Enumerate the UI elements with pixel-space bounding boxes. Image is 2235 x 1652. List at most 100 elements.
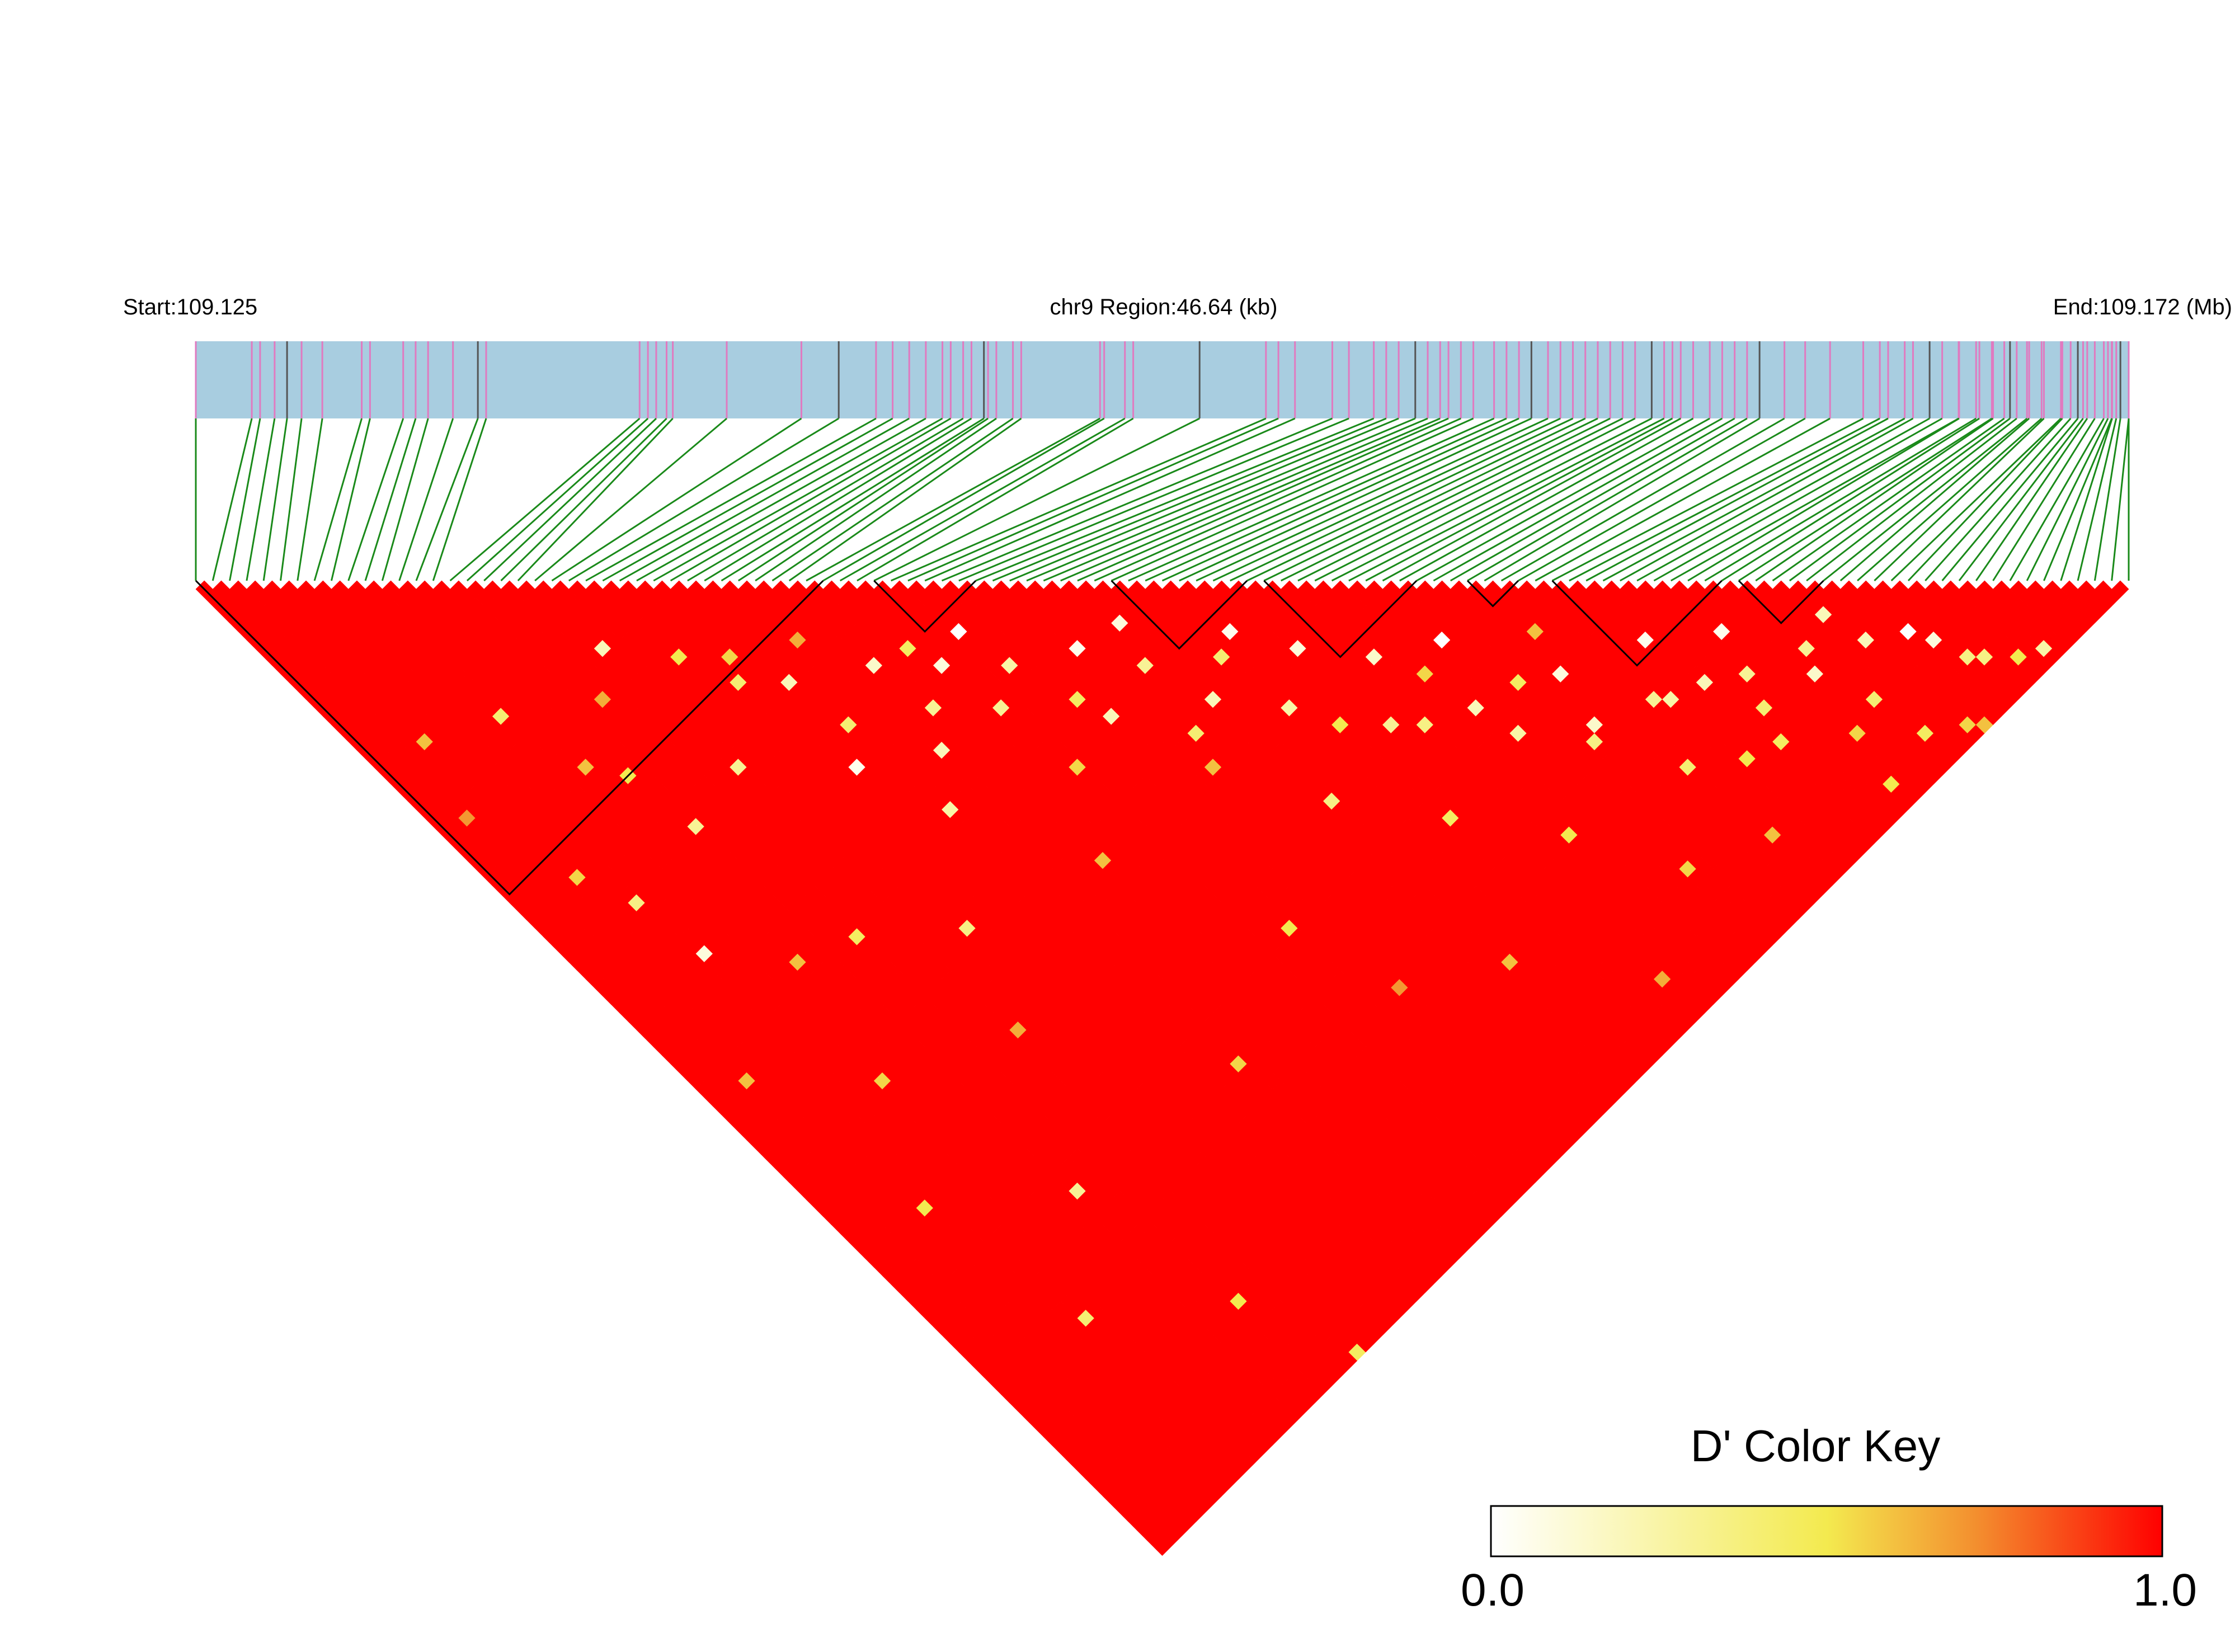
snp-connector xyxy=(211,418,253,581)
snp-connector xyxy=(1551,417,1864,582)
snp-connector xyxy=(1925,417,2072,582)
snp-connector xyxy=(1789,417,2011,582)
snp-connector xyxy=(1179,417,1532,582)
snp-connector xyxy=(1518,417,1806,582)
snp-connector xyxy=(2060,418,2113,581)
region-end-label: End:109.172 (Mb) xyxy=(2053,295,2232,319)
snp-connector xyxy=(1890,417,2062,582)
snp-connector xyxy=(1230,417,1574,582)
snp-connector xyxy=(1806,417,2017,582)
snp-connector xyxy=(1755,417,1994,582)
snp-connector xyxy=(1416,417,1710,582)
snp-connector xyxy=(1145,417,1507,582)
snp-connector xyxy=(517,417,674,582)
snp-connector xyxy=(975,417,1375,582)
snp-connector xyxy=(1077,417,1449,582)
snp-connector xyxy=(1026,417,1416,582)
snp-tick-marks xyxy=(195,341,2130,418)
snp-connector xyxy=(1246,417,1586,582)
snp-connector xyxy=(262,418,288,581)
snp-connector xyxy=(1297,417,1624,582)
snp-connector xyxy=(1653,417,1943,582)
snp-connector xyxy=(1907,417,2063,582)
snp-connector xyxy=(568,417,839,582)
snp-connector xyxy=(1009,417,1399,582)
snp-connector xyxy=(958,417,1349,582)
snp-connector xyxy=(670,417,952,582)
snp-connector xyxy=(1569,417,1880,582)
snp-connector xyxy=(1433,417,1723,582)
snp-connector xyxy=(1484,417,1760,582)
snp-connector xyxy=(1263,417,1598,582)
snp-connector xyxy=(1060,417,1441,582)
snp-connector xyxy=(280,418,303,581)
snp-connector xyxy=(2077,418,2118,581)
snp-connector xyxy=(1365,417,1673,582)
snp-connector xyxy=(1500,417,1785,582)
snp-connector xyxy=(806,417,1101,582)
snp-connector xyxy=(2111,418,2130,581)
ld-cells xyxy=(195,580,2129,1556)
snp-connector xyxy=(1992,418,2096,581)
snp-connector xyxy=(738,417,989,582)
snp-connector xyxy=(398,418,454,581)
gene-track-bar xyxy=(196,341,2129,418)
snp-connector xyxy=(1585,417,1889,582)
snp-connector xyxy=(873,417,1200,582)
snp-connector xyxy=(1721,417,1980,582)
snp-connector xyxy=(619,417,910,582)
snp-connector xyxy=(347,418,404,581)
snp-connector xyxy=(2043,418,2113,581)
snp-connector xyxy=(857,417,1134,582)
snp-connector xyxy=(1111,417,1474,582)
snp-connector xyxy=(1348,417,1665,582)
snp-connector xyxy=(1196,417,1549,582)
snp-connector xyxy=(704,417,972,582)
snp-connector xyxy=(1467,417,1748,582)
snp-connector xyxy=(1958,418,2084,581)
snp-connector-lines xyxy=(195,417,2130,582)
snp-connector xyxy=(907,417,1279,582)
snp-connector xyxy=(1161,417,1519,582)
snp-connector xyxy=(500,417,667,582)
snp-connector xyxy=(449,417,641,582)
snp-connector xyxy=(1094,417,1461,582)
snp-connector xyxy=(2009,418,2105,581)
snp-connector xyxy=(534,417,727,582)
snp-connector xyxy=(330,418,371,581)
snp-connector xyxy=(297,418,323,581)
snp-connector xyxy=(636,417,926,582)
snp-connector xyxy=(246,418,276,581)
snp-connector xyxy=(313,418,363,581)
snp-connector xyxy=(941,417,1333,582)
gene-track xyxy=(195,341,2130,418)
snp-connector xyxy=(1687,417,1960,582)
snp-connector xyxy=(1620,417,1914,582)
snp-connector xyxy=(721,417,985,582)
snp-connector xyxy=(381,418,429,581)
snp-connector xyxy=(415,418,479,581)
snp-connector xyxy=(364,418,417,581)
snp-connector xyxy=(771,417,1014,582)
snp-connector xyxy=(1382,417,1681,582)
snp-connector xyxy=(1399,417,1694,582)
snp-connector xyxy=(1975,418,2088,581)
snp-connector xyxy=(483,417,657,582)
snp-connector xyxy=(1280,417,1611,582)
snp-connector xyxy=(687,417,964,582)
snp-connector xyxy=(1212,417,1561,582)
snp-connector xyxy=(1670,417,1959,582)
snp-connector xyxy=(755,417,997,582)
snp-connector xyxy=(839,417,1126,582)
snp-connector xyxy=(2093,418,2121,581)
snp-connector xyxy=(788,417,1022,582)
snp-connector xyxy=(466,417,649,582)
snp-connector xyxy=(653,417,943,582)
snp-connector xyxy=(229,418,261,581)
snp-connector xyxy=(890,417,1267,582)
snp-connector xyxy=(1704,417,1977,582)
snp-connector xyxy=(585,417,877,582)
snp-connector xyxy=(1738,417,1993,582)
snp-connector xyxy=(992,417,1387,582)
snp-connector xyxy=(1314,417,1636,582)
